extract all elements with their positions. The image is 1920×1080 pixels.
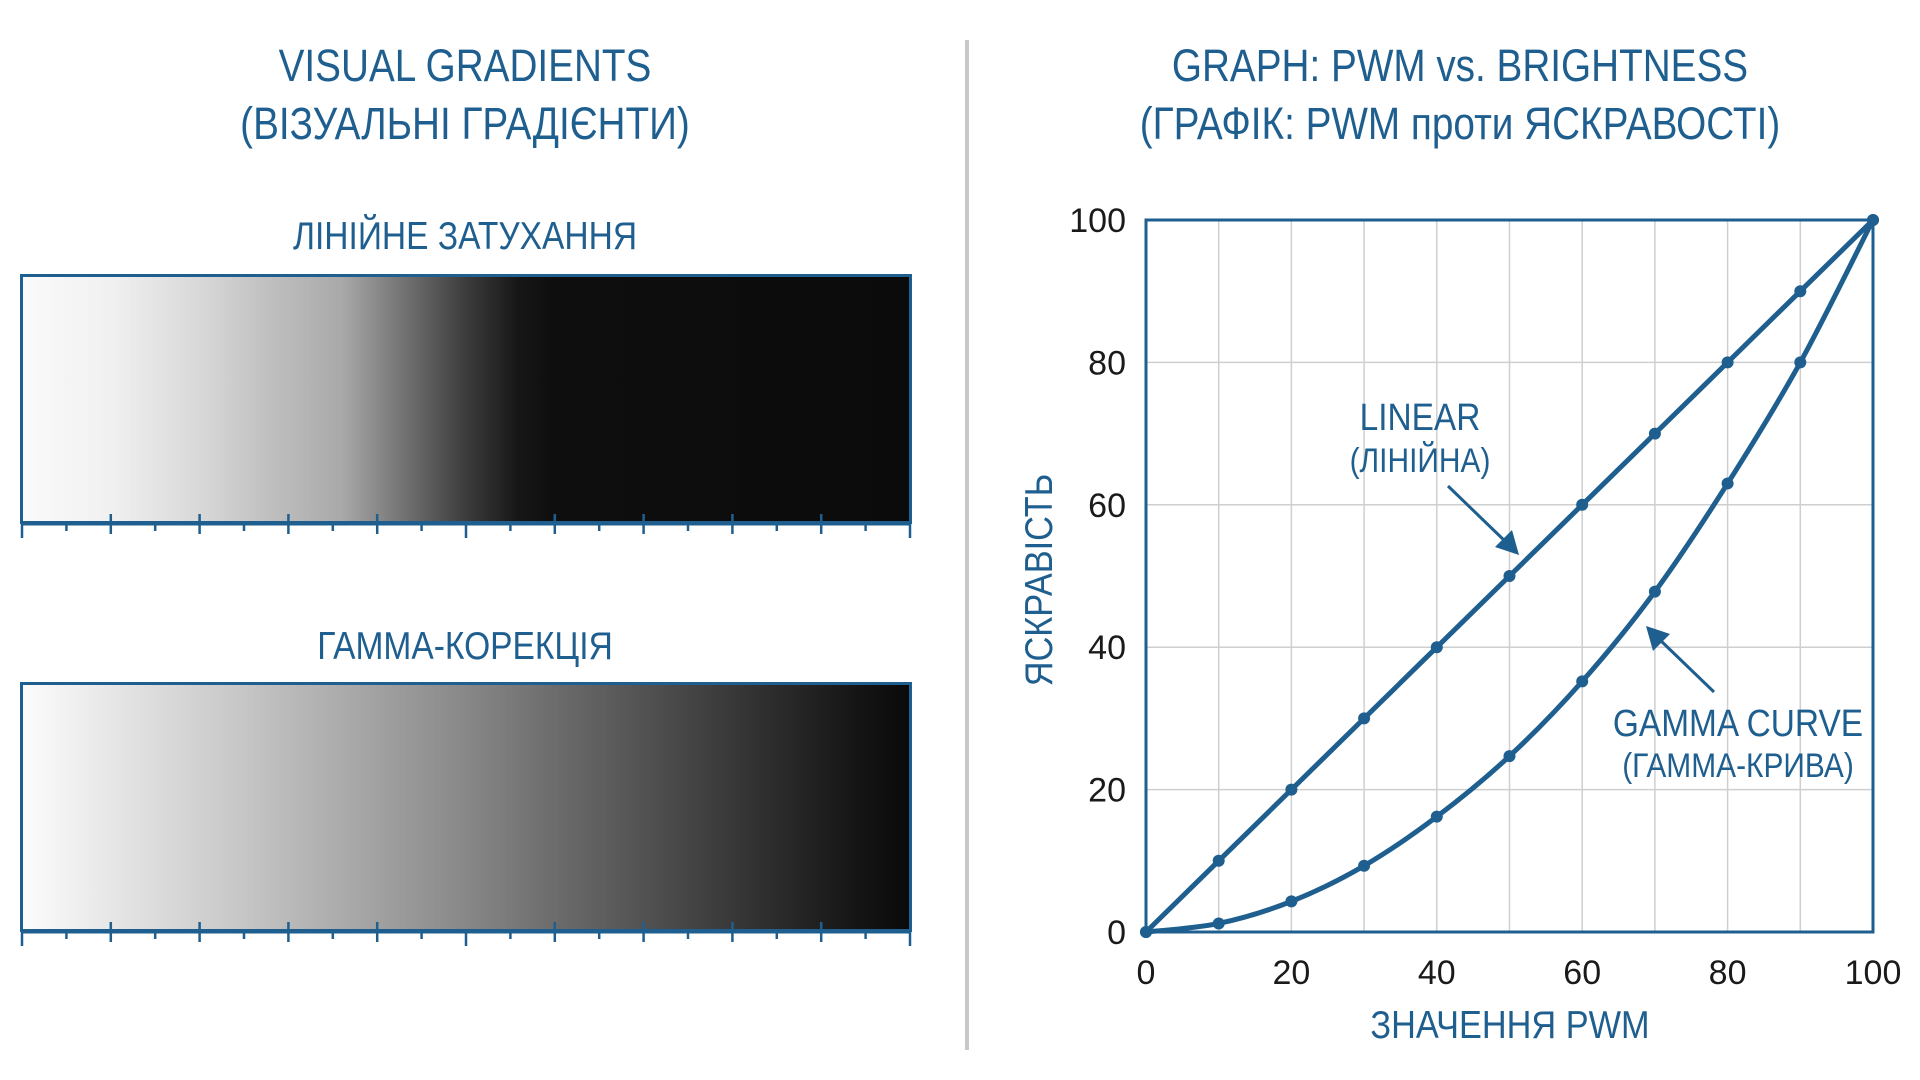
gamma-data-point: [1576, 675, 1589, 688]
x-tick-label: 100: [1845, 954, 1902, 992]
gamma-data-point: [1140, 926, 1152, 938]
left-title-line2: (ВІЗУАЛЬНІ ГРАДІЄНТИ): [240, 98, 690, 149]
left-title-line1: VISUAL GRADIENTS: [278, 40, 652, 91]
right-panel-title: GRAPH: PWM vs. BRIGHTNESS (ГРАФІК: PWM п…: [1064, 37, 1855, 153]
gamma-series-sublabel: (ГАММА-КРИВА): [1622, 746, 1854, 784]
gamma-data-point: [1648, 585, 1661, 598]
linear-arrowhead-icon: [1495, 530, 1519, 555]
left-panel-title: VISUAL GRADIENTS (ВІЗУАЛЬНІ ГРАДІЄНТИ): [82, 37, 847, 153]
gamma-arrowhead-icon: [1646, 626, 1670, 651]
linear-series-sublabel: (ЛІНІЙНА): [1350, 441, 1491, 479]
linear-data-point: [1430, 641, 1443, 654]
y-axis-title: ЯСКРАВІСТЬ: [1017, 474, 1061, 687]
chart-annotations: LINEAR (ЛІНІЙНА) GAMMA CURVE (ГАММА-КРИВ…: [1350, 396, 1863, 784]
gamma-data-point: [1430, 810, 1443, 823]
linear-series-label: LINEAR: [1360, 396, 1481, 438]
right-title-line2: (ГРАФІК: PWM проти ЯСКРАВОСТІ): [1139, 98, 1781, 149]
x-tick-label: 80: [1709, 954, 1747, 992]
gamma-data-point: [1358, 859, 1371, 872]
linear-pointer-arrow: [1446, 484, 1510, 546]
x-tick-label: 0: [1137, 954, 1156, 992]
gradient-rulers: [20, 514, 912, 946]
linear-data-point: [1648, 427, 1661, 440]
x-tick-label: 60: [1563, 954, 1601, 992]
x-tick-label: 40: [1418, 954, 1456, 992]
gamma-pointer-arrow: [1656, 636, 1716, 694]
y-tick-label: 100: [1069, 202, 1126, 240]
chart-grid: [1144, 218, 1875, 934]
gamma-gradient-label: ГАММА-КОРЕКЦІЯ: [317, 625, 613, 668]
chart-series: [1140, 214, 1879, 938]
right-title-line1: GRAPH: PWM vs. BRIGHTNESS: [1171, 40, 1749, 91]
gamma-data-point: [1285, 895, 1298, 908]
y-tick-label: 0: [1107, 914, 1126, 952]
linear-data-point: [1212, 854, 1225, 867]
y-tick-label: 60: [1088, 487, 1126, 525]
y-tick-label: 80: [1088, 344, 1126, 382]
panel-divider: [965, 40, 969, 1050]
gamma-data-point: [1867, 214, 1879, 226]
linear-gradient-label: ЛІНІЙНЕ ЗАТУХАННЯ: [292, 215, 638, 258]
gamma-series-label: GAMMA CURVE: [1613, 702, 1863, 744]
x-axis-title: ЗНАЧЕННЯ PWM: [1370, 1003, 1649, 1047]
plot-frame: [1144, 218, 1875, 934]
linear-data-point: [1794, 285, 1807, 298]
gamma-data-point: [1721, 477, 1734, 490]
gamma-data-point: [1794, 356, 1807, 369]
linear-data-point: [1576, 498, 1589, 511]
linear-data-point: [1358, 712, 1371, 725]
linear-data-point: [1503, 570, 1516, 582]
y-tick-label: 20: [1088, 772, 1126, 810]
gamma-data-point: [1503, 750, 1516, 763]
linear-data-point: [1721, 356, 1734, 369]
y-tick-label: 40: [1088, 629, 1126, 667]
gamma-data-point: [1212, 917, 1225, 930]
linear-data-point: [1285, 783, 1298, 796]
chart-ticks: 0 20 40 60 80 100 0 20 40 60 80 100: [1069, 202, 1901, 992]
x-tick-label: 20: [1272, 954, 1310, 992]
